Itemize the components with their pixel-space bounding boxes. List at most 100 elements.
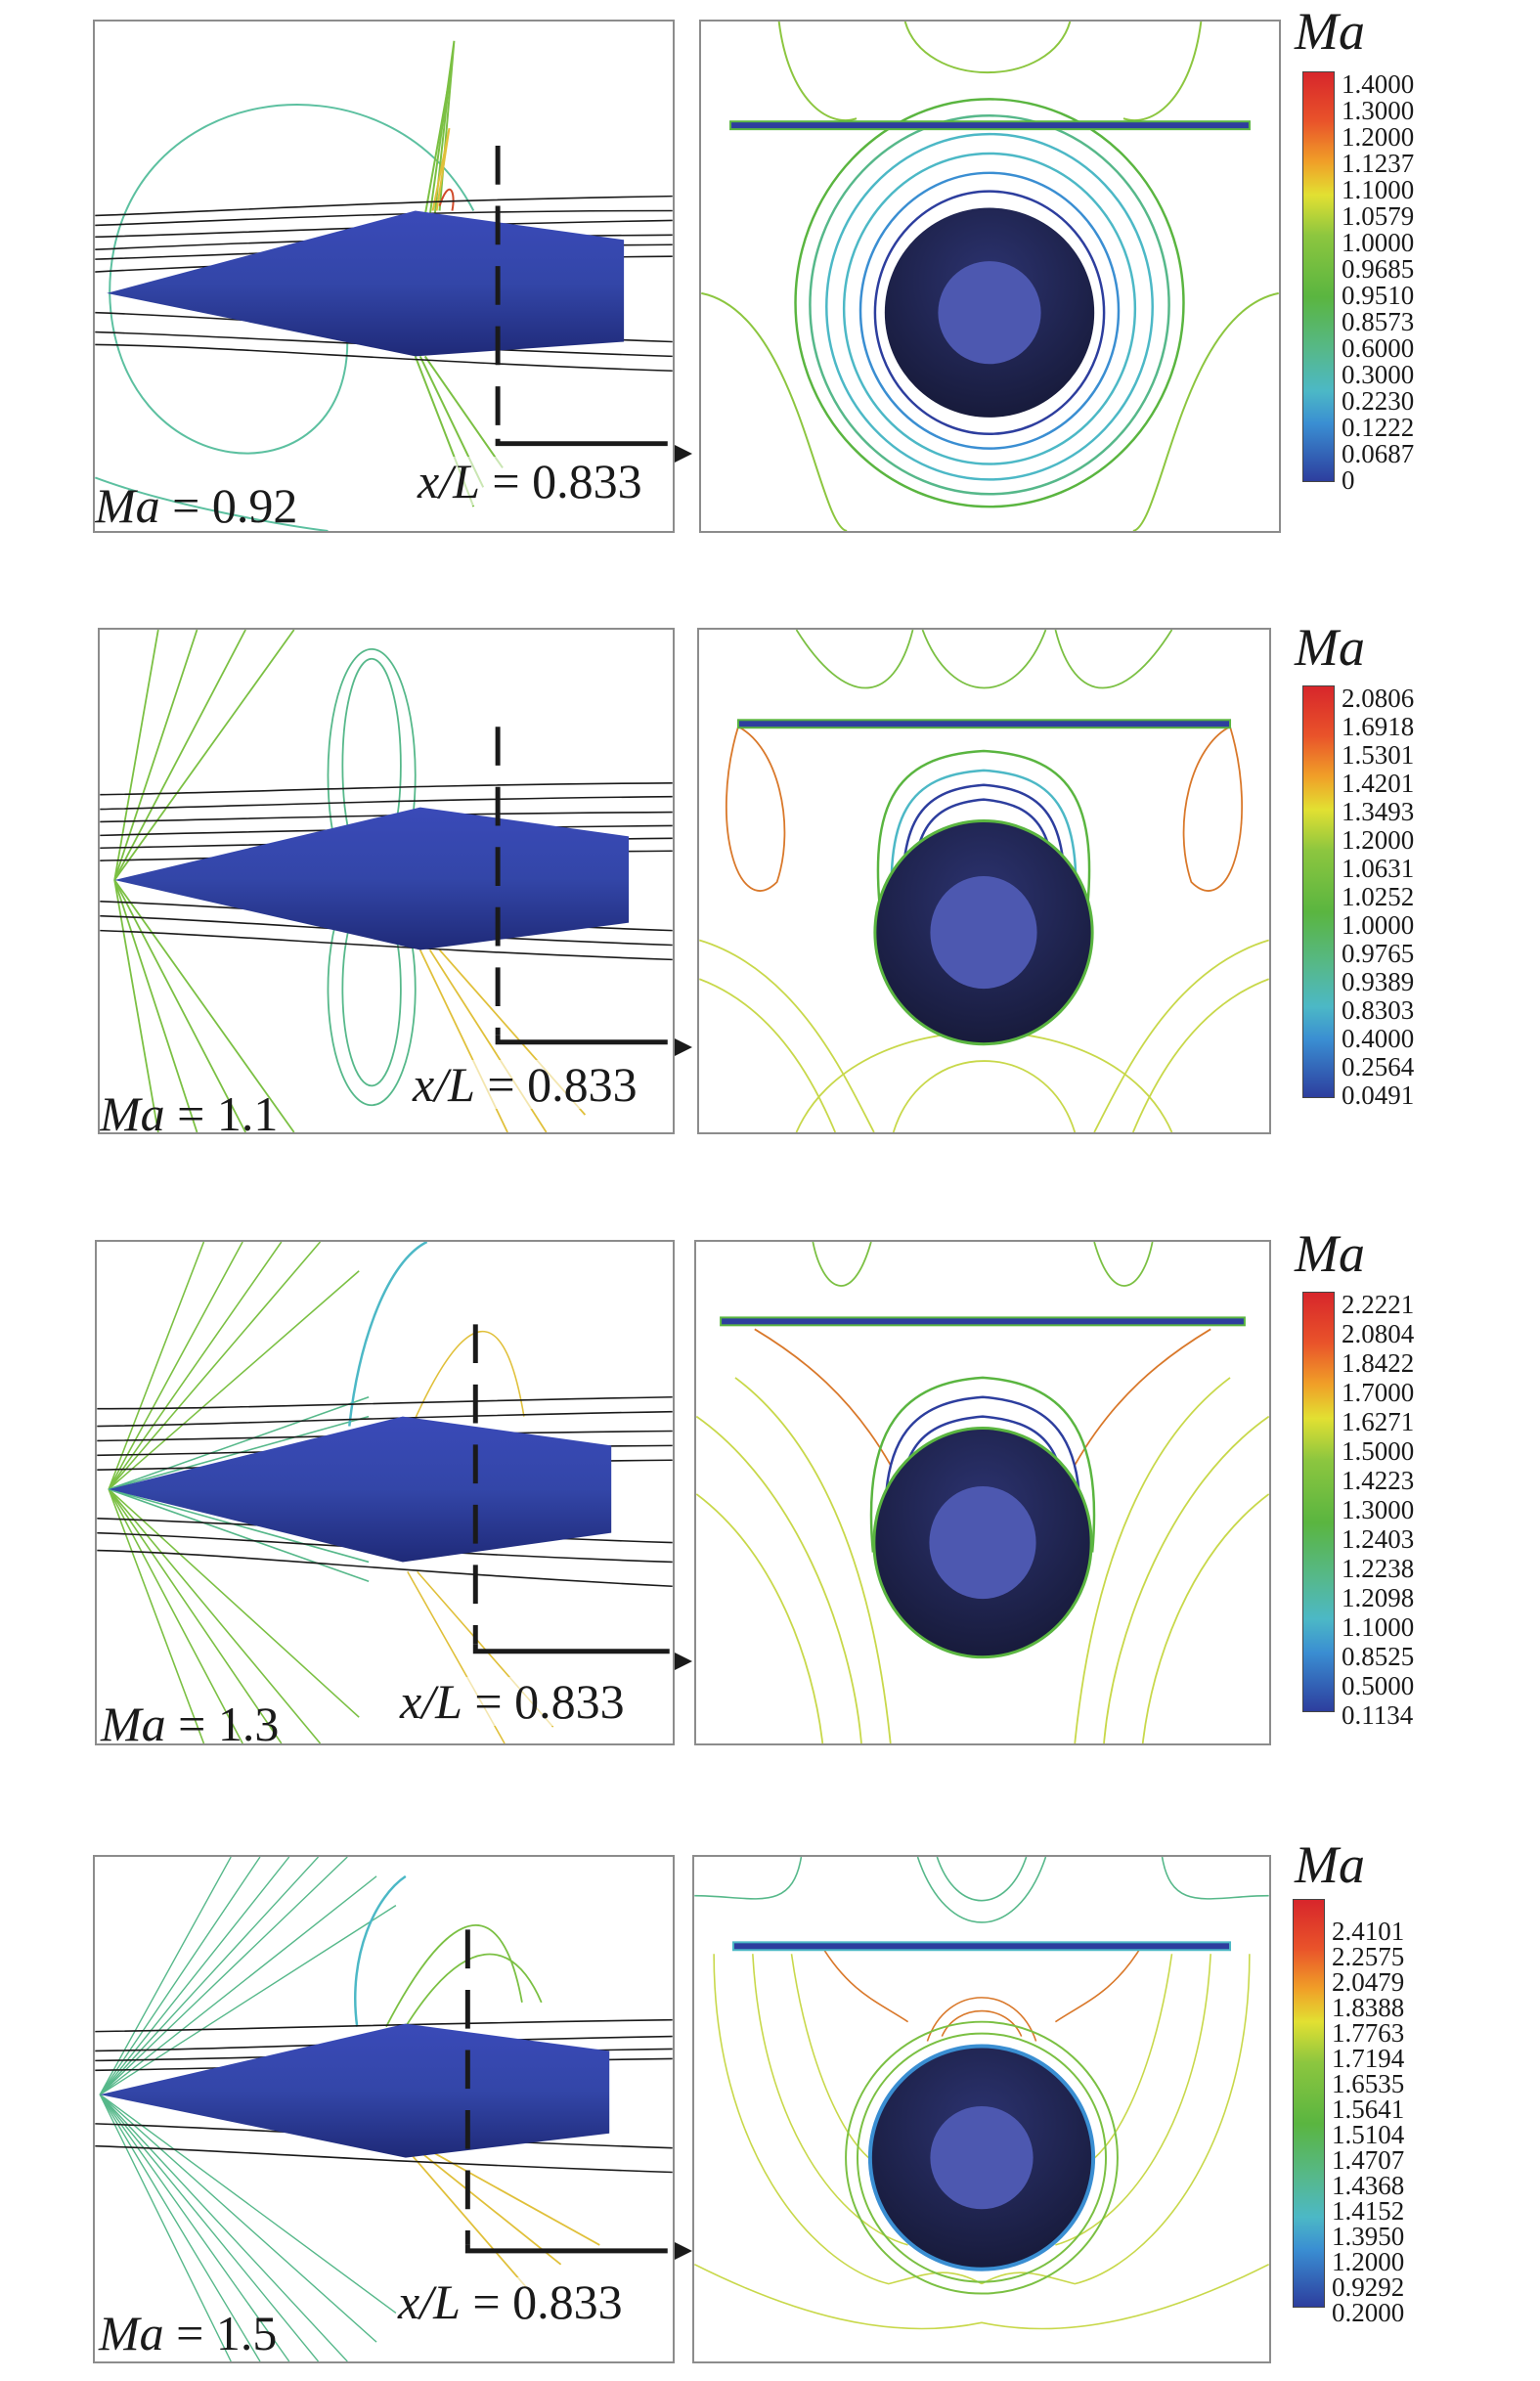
colorbar [1302, 685, 1335, 1098]
section-arrow-icon [675, 445, 692, 463]
tick-label: 1.4152 [1332, 2196, 1405, 2226]
tick-label: 0.9765 [1342, 939, 1415, 968]
tick-label: 0 [1342, 465, 1355, 495]
tick-label: 1.4707 [1332, 2145, 1405, 2175]
tick-label: 2.2221 [1342, 1290, 1415, 1319]
tick-label: 1.4000 [1342, 69, 1415, 99]
inner-circle [929, 1486, 1036, 1600]
tick-label: 2.2575 [1332, 1942, 1405, 1971]
tick-label: 1.6918 [1342, 712, 1415, 741]
tick-label: 0.8525 [1342, 1642, 1415, 1671]
side-view-contour-plot [95, 1857, 673, 2361]
side-view-panel: x/L = 0.833 Ma = 1.5 [93, 1855, 675, 2363]
cross-section-contour-plot [699, 630, 1269, 1132]
mach-number-label: Ma = 1.5 [99, 2306, 278, 2360]
tick-label: 1.8422 [1342, 1348, 1415, 1378]
colorbar-legend: Ma 2.2221 2.0804 1.8422 1.7000 1.6271 1.… [1293, 1227, 1449, 1745]
legend-title: Ma [1295, 618, 1365, 677]
colorbar-legend: Ma 2.4101 2.2575 2.0479 1.8388 1.7763 1.… [1281, 1838, 1437, 2381]
tick-label: 1.3493 [1342, 797, 1415, 826]
legend-title: Ma [1295, 1835, 1365, 1894]
tick-label: 0.1134 [1342, 1700, 1414, 1730]
body-shape [107, 210, 625, 357]
side-view-contour-plot [100, 630, 673, 1132]
tick-label: 0.1222 [1342, 413, 1415, 442]
section-label: x/L x/L = 0.833= 0.833 [418, 454, 642, 508]
legend-title: Ma [1295, 2, 1365, 61]
tick-label: 1.4223 [1342, 1466, 1415, 1495]
body-shape [109, 1416, 612, 1563]
side-view-contour-plot [97, 1242, 673, 1743]
tick-label: 0.9685 [1342, 254, 1415, 284]
cross-section-contour-plot [696, 1242, 1269, 1743]
tick-label: 0.9292 [1332, 2272, 1405, 2302]
cross-section-panel [697, 628, 1271, 1134]
tick-label: 1.2098 [1342, 1583, 1415, 1612]
cross-section-panel [699, 20, 1281, 533]
wing-plate [720, 1316, 1246, 1327]
section-label: x/L = 0.833 [400, 1674, 625, 1729]
tick-label: 1.3950 [1332, 2222, 1405, 2251]
body-shape [100, 2023, 610, 2158]
tick-label: 1.3000 [1342, 96, 1415, 125]
cross-section-panel [692, 1855, 1271, 2363]
tick-label: 1.2403 [1342, 1524, 1415, 1554]
side-view-panel: x/L x/L = 0.833= 0.833 Ma = 0.92 [93, 20, 675, 533]
tick-label: 2.0479 [1332, 1967, 1405, 1997]
tick-label: 1.7194 [1332, 2044, 1405, 2073]
tick-label: 0.2564 [1342, 1052, 1415, 1081]
colorbar-legend: Ma 2.0806 1.6918 1.5301 1.4201 1.3493 1.… [1293, 621, 1449, 1129]
tick-label: 1.2000 [1342, 825, 1415, 855]
tick-label: 0.5000 [1342, 1671, 1415, 1700]
tick-label: 1.2000 [1342, 122, 1415, 152]
section-arrow-icon [675, 2242, 692, 2260]
figure-row-ma-13: x/L = 0.833 Ma = 1.3 [0, 1213, 1540, 1760]
section-label: x/L = 0.833 [413, 1057, 638, 1112]
tick-label: 0.6000 [1342, 333, 1415, 363]
colorbar [1302, 71, 1335, 482]
mach-number-label: Ma = 1.1 [100, 1086, 279, 1134]
tick-label: 1.2238 [1342, 1554, 1415, 1583]
tick-label: 0.9510 [1342, 281, 1415, 310]
tick-label: 1.7763 [1332, 2018, 1405, 2048]
side-view-panel: x/L = 0.833 Ma = 1.1 [98, 628, 675, 1134]
cross-section-contour-plot [694, 1857, 1269, 2330]
inner-circle [930, 876, 1037, 990]
cross-section-panel [694, 1240, 1271, 1745]
tick-label: 0.4000 [1342, 1024, 1415, 1053]
legend-title: Ma [1295, 1224, 1365, 1283]
tick-label: 1.0631 [1342, 854, 1415, 883]
tick-label: 1.4368 [1332, 2171, 1405, 2200]
side-view-panel: x/L = 0.833 Ma = 1.3 [95, 1240, 675, 1745]
tick-label: 1.7000 [1342, 1378, 1415, 1407]
tick-label: 1.0000 [1342, 910, 1415, 940]
tick-label: 1.1237 [1342, 149, 1415, 178]
colorbar [1293, 1899, 1325, 2308]
tick-label: 1.5000 [1342, 1436, 1415, 1466]
tick-label: 1.0252 [1342, 882, 1415, 911]
section-arrow-icon [675, 1653, 692, 1670]
tick-label: 1.5301 [1342, 740, 1415, 770]
figure-row-ma-092: x/L x/L = 0.833= 0.833 Ma = 0.92 Ma [0, 0, 1540, 548]
tick-label: 0.2230 [1342, 386, 1415, 416]
tick-label: 2.0804 [1342, 1319, 1415, 1348]
wing-plate [736, 719, 1232, 729]
tick-label: 1.5641 [1332, 2094, 1405, 2124]
inner-circle [938, 261, 1041, 365]
tick-label: 1.8388 [1332, 1993, 1405, 2022]
tick-label: 0.2000 [1332, 2298, 1405, 2327]
tick-label: 1.6535 [1332, 2069, 1405, 2098]
tick-label: 1.4201 [1342, 769, 1415, 798]
tick-label: 1.2000 [1332, 2247, 1405, 2276]
body-shape [114, 807, 630, 950]
tick-label: 0.3000 [1342, 360, 1415, 389]
tick-label: 2.4101 [1332, 1917, 1405, 1946]
tick-label: 1.0000 [1342, 228, 1415, 257]
wing-plate [731, 1941, 1232, 1952]
figure-row-ma-11: x/L = 0.833 Ma = 1.1 [0, 606, 1540, 1154]
tick-label: 1.5104 [1332, 2120, 1405, 2149]
tick-label: 0.9389 [1342, 967, 1415, 996]
section-arrow-icon [675, 1038, 692, 1056]
section-label: x/L = 0.833 [398, 2274, 623, 2329]
wing-plate [729, 120, 1251, 131]
